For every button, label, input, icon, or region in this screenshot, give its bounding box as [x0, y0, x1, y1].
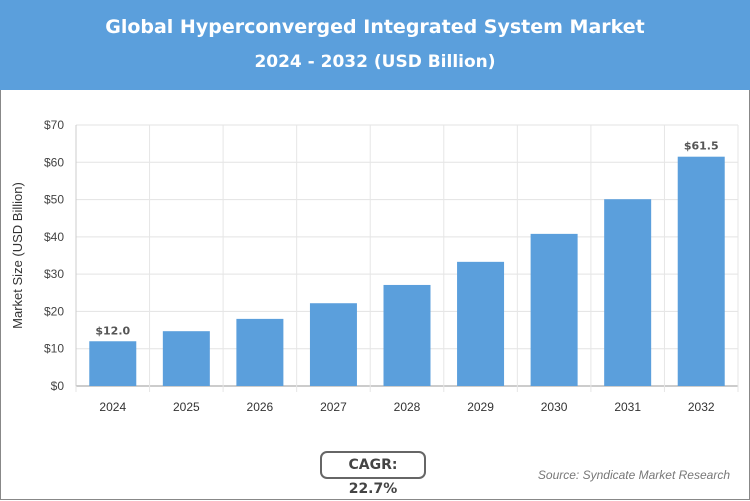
y-tick-label: $20	[44, 304, 64, 318]
x-tick-label: 2028	[394, 400, 421, 414]
y-tick-label: $70	[44, 118, 64, 132]
x-tick-label: 2026	[247, 400, 274, 414]
bar-2026	[236, 318, 284, 386]
bar-2027	[309, 303, 357, 386]
y-tick-label: $0	[51, 379, 65, 393]
cagr-badge: CAGR: 22.7%	[320, 451, 426, 497]
data-label: $61.5	[684, 140, 719, 153]
x-tick-label: 2032	[688, 400, 715, 414]
x-tick-label: 2031	[614, 400, 641, 414]
bar-2031	[604, 199, 652, 386]
data-label: $12.0	[95, 324, 130, 337]
y-tick-label: $10	[44, 342, 64, 356]
bar-2028	[383, 284, 431, 386]
chart-subtitle: 2024 - 2032 (USD Billion)	[254, 52, 496, 72]
source-note: Source: Syndicate Market Research	[537, 468, 730, 482]
x-tick-label: 2024	[99, 400, 126, 414]
bar-2025	[162, 331, 210, 386]
y-axis-title: Market Size (USD Billion)	[10, 182, 25, 329]
y-tick-label: $60	[44, 155, 64, 169]
chart-title: Global Hyperconverged Integrated System …	[105, 16, 645, 38]
chart-header: Global Hyperconverged Integrated System …	[0, 0, 750, 90]
y-tick-label: $50	[44, 193, 64, 207]
x-tick-label: 2029	[467, 400, 494, 414]
y-tick-label: $40	[44, 230, 64, 244]
x-tick-label: 2025	[173, 400, 200, 414]
bar-2032	[677, 156, 725, 386]
y-tick-label: $30	[44, 267, 64, 281]
bar-2030	[530, 233, 578, 386]
bar-2024	[89, 341, 137, 386]
bar-2029	[457, 261, 505, 386]
x-tick-label: 2030	[541, 400, 568, 414]
x-tick-label: 2027	[320, 400, 347, 414]
